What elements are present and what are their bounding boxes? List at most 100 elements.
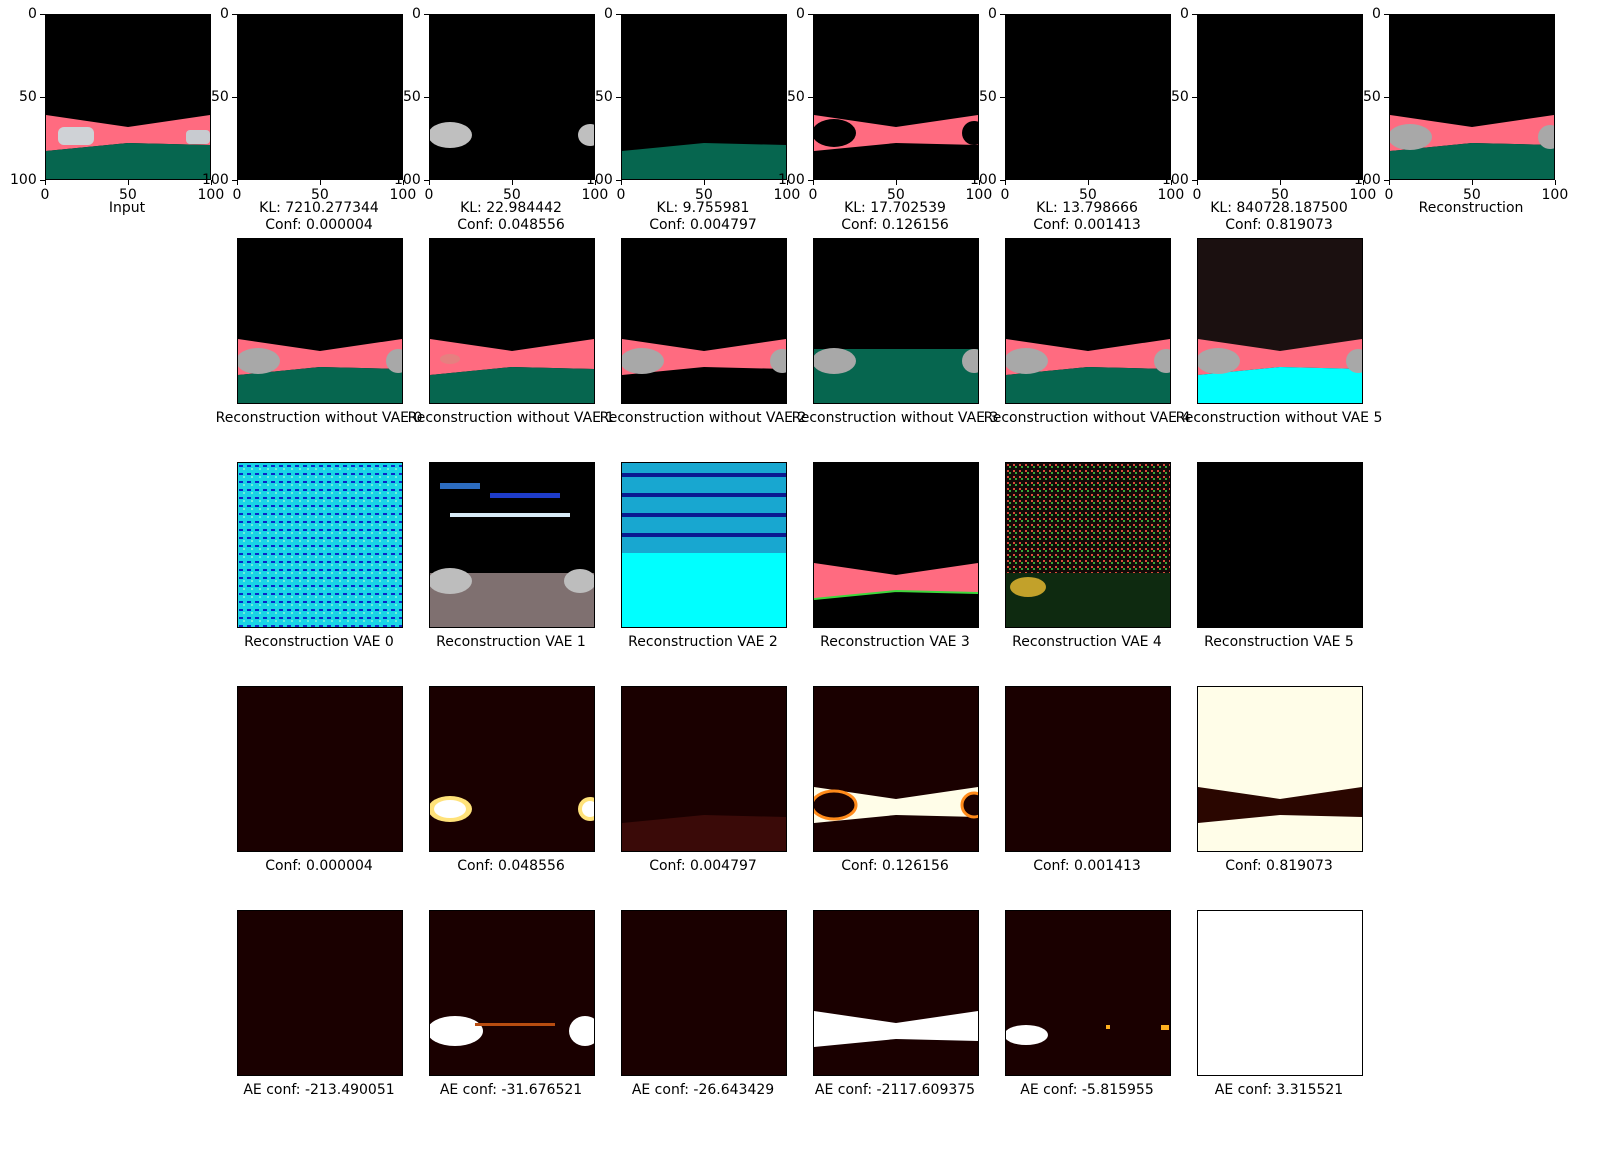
ae-conf-caption-5: AE conf: 3.315521: [1214, 1082, 1344, 1098]
y-tick-mark: [424, 97, 429, 98]
conf-map-3: [813, 686, 979, 852]
x-tick-label: 50: [311, 187, 329, 203]
kl-panel-1: [429, 14, 595, 180]
x-tick-mark: [320, 180, 321, 185]
recon-vae-5: [1197, 462, 1363, 628]
ae-conf-map-0: [237, 910, 403, 1076]
x-tick-label: 50: [1079, 187, 1097, 203]
x-tick-label: 100: [773, 187, 801, 203]
x-tick-label: 100: [1541, 187, 1569, 203]
x-tick-mark: [1472, 180, 1473, 185]
y-tick-mark: [232, 97, 237, 98]
x-tick-mark: [1171, 180, 1172, 185]
y-tick-mark: [40, 97, 45, 98]
kl-caption-1: KL: 22.984442 Conf: 0.048556: [457, 200, 565, 233]
kl-caption-2: KL: 9.755981 Conf: 0.004797: [649, 200, 757, 233]
x-tick-mark: [621, 180, 622, 185]
x-tick-mark: [1389, 180, 1390, 185]
recon-vae-2: [621, 462, 787, 628]
kl-panel-4: [1005, 14, 1171, 180]
x-tick-label: 100: [389, 187, 417, 203]
y-tick-mark: [808, 14, 813, 15]
conf-caption-3: Conf: 0.126156: [841, 858, 949, 874]
y-tick-mark: [232, 180, 237, 181]
conf-map-0: [237, 686, 403, 852]
y-tick-label: 50: [211, 89, 229, 105]
without-vae-caption-1: Reconstruction without VAE 1: [407, 410, 615, 426]
recon-without-vae-4: [1005, 238, 1171, 404]
x-tick-label: 100: [965, 187, 993, 203]
ae-conf-map-2: [621, 910, 787, 1076]
conf-map-5: [1197, 686, 1363, 852]
y-tick-mark: [616, 180, 621, 181]
y-tick-label: 50: [595, 89, 613, 105]
ae-conf-map-5: [1197, 910, 1363, 1076]
y-tick-label: 100: [1162, 172, 1189, 188]
y-tick-label: 50: [403, 89, 421, 105]
conf-caption-5: Conf: 0.819073: [1225, 858, 1333, 874]
y-tick-label: 100: [778, 172, 805, 188]
x-tick-label: 0: [808, 187, 818, 203]
x-tick-label: 100: [1349, 187, 1377, 203]
y-tick-label: 0: [1372, 6, 1381, 22]
x-tick-mark: [211, 180, 212, 185]
y-tick-label: 0: [28, 6, 37, 22]
ae-conf-caption-3: AE conf: -2117.609375: [814, 1082, 976, 1098]
kl-caption-5: KL: 840728.187500 Conf: 0.819073: [1210, 200, 1348, 233]
x-tick-label: 0: [232, 187, 242, 203]
x-tick-mark: [1280, 180, 1281, 185]
x-tick-mark: [595, 180, 596, 185]
vae-caption-4: Reconstruction VAE 4: [1012, 634, 1162, 650]
y-tick-label: 0: [412, 6, 421, 22]
x-tick-mark: [704, 180, 705, 185]
x-tick-label: 50: [1463, 187, 1481, 203]
x-tick-label: 100: [197, 187, 225, 203]
x-tick-label: 50: [695, 187, 713, 203]
kl-caption-0: KL: 7210.277344 Conf: 0.000004: [259, 200, 379, 233]
y-tick-mark: [1000, 14, 1005, 15]
ae-conf-caption-2: AE conf: -26.643429: [631, 1082, 775, 1098]
x-tick-label: 50: [1271, 187, 1289, 203]
x-tick-mark: [1197, 180, 1198, 185]
without-vae-caption-2: Reconstruction without VAE 2: [599, 410, 807, 426]
y-tick-mark: [1192, 14, 1197, 15]
y-tick-mark: [40, 14, 45, 15]
ae-conf-map-3: [813, 910, 979, 1076]
y-tick-label: 0: [220, 6, 229, 22]
input-image: [45, 14, 211, 180]
y-tick-label: 50: [787, 89, 805, 105]
y-tick-mark: [1192, 180, 1197, 181]
ae-conf-caption-4: AE conf: -5.815955: [1020, 1082, 1154, 1098]
x-tick-mark: [128, 180, 129, 185]
conf-map-1: [429, 686, 595, 852]
y-tick-label: 100: [10, 172, 37, 188]
x-tick-mark: [896, 180, 897, 185]
x-tick-label: 0: [424, 187, 434, 203]
y-tick-mark: [40, 180, 45, 181]
y-tick-label: 0: [796, 6, 805, 22]
y-tick-mark: [1000, 180, 1005, 181]
y-tick-label: 0: [1180, 6, 1189, 22]
kl-panel-2: [621, 14, 787, 180]
y-tick-mark: [1000, 97, 1005, 98]
x-tick-mark: [1088, 180, 1089, 185]
conf-map-2: [621, 686, 787, 852]
y-tick-label: 0: [604, 6, 613, 22]
x-tick-mark: [429, 180, 430, 185]
recon-vae-3: [813, 462, 979, 628]
x-tick-label: 0: [1192, 187, 1202, 203]
recon-without-vae-1: [429, 238, 595, 404]
x-tick-mark: [403, 180, 404, 185]
conf-caption-0: Conf: 0.000004: [265, 858, 373, 874]
recon-vae-4: [1005, 462, 1171, 628]
y-tick-mark: [1384, 180, 1389, 181]
ae-conf-map-4: [1005, 910, 1171, 1076]
conf-map-4: [1005, 686, 1171, 852]
kl-caption-4: KL: 13.798666 Conf: 0.001413: [1033, 200, 1141, 233]
conf-caption-1: Conf: 0.048556: [457, 858, 565, 874]
recon-without-vae-5: [1197, 238, 1363, 404]
vae-caption-2: Reconstruction VAE 2: [628, 634, 778, 650]
vae-caption-5: Reconstruction VAE 5: [1204, 634, 1354, 650]
reconstruction-image: [1389, 14, 1555, 180]
x-tick-label: 100: [581, 187, 609, 203]
